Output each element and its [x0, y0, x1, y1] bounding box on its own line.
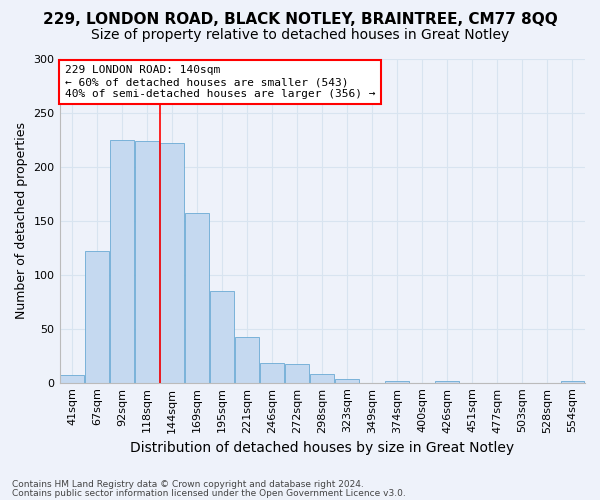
Bar: [385, 380, 409, 382]
Bar: [135, 141, 159, 382]
Text: Contains public sector information licensed under the Open Government Licence v3: Contains public sector information licen…: [12, 488, 406, 498]
Text: 229 LONDON ROAD: 140sqm
← 60% of detached houses are smaller (543)
40% of semi-d: 229 LONDON ROAD: 140sqm ← 60% of detache…: [65, 66, 375, 98]
Bar: [60, 375, 84, 382]
X-axis label: Distribution of detached houses by size in Great Notley: Distribution of detached houses by size …: [130, 441, 514, 455]
Bar: [436, 380, 459, 382]
Bar: [85, 251, 109, 382]
Bar: [160, 143, 184, 382]
Bar: [260, 364, 284, 382]
Bar: [560, 380, 584, 382]
Bar: [310, 374, 334, 382]
Text: Contains HM Land Registry data © Crown copyright and database right 2024.: Contains HM Land Registry data © Crown c…: [12, 480, 364, 489]
Text: 229, LONDON ROAD, BLACK NOTLEY, BRAINTREE, CM77 8QQ: 229, LONDON ROAD, BLACK NOTLEY, BRAINTRE…: [43, 12, 557, 28]
Text: Size of property relative to detached houses in Great Notley: Size of property relative to detached ho…: [91, 28, 509, 42]
Bar: [335, 380, 359, 382]
Bar: [235, 338, 259, 382]
Bar: [185, 214, 209, 382]
Bar: [286, 364, 309, 382]
Bar: [110, 140, 134, 382]
Bar: [210, 291, 234, 382]
Y-axis label: Number of detached properties: Number of detached properties: [15, 122, 28, 320]
